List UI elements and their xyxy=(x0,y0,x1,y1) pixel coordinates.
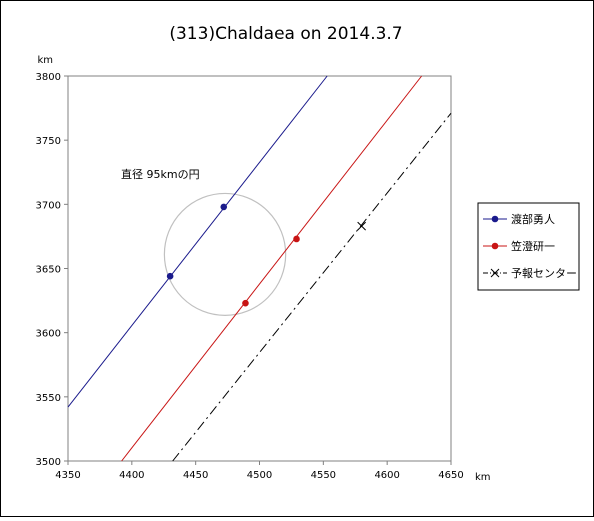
y-tick-label: 3600 xyxy=(36,329,61,340)
diameter-circle xyxy=(163,192,287,316)
series-line xyxy=(172,112,452,462)
y-tick-label: 3750 xyxy=(36,136,61,147)
y-tick-label: 3800 xyxy=(36,72,61,83)
x-tick-label: 4400 xyxy=(119,470,144,481)
x-tick-label: 4550 xyxy=(311,470,336,481)
data-point xyxy=(242,299,249,307)
x-tick-label: 4500 xyxy=(247,470,272,481)
x-tick-label: 4450 xyxy=(183,470,208,481)
chart-title: (313)Chaldaea on 2014.3.7 xyxy=(169,24,402,44)
y-tick-label: 3700 xyxy=(36,200,61,211)
legend-marker xyxy=(491,215,499,223)
data-point xyxy=(220,203,228,211)
x-tick-label: 4600 xyxy=(374,470,399,481)
axis-ticks: 4350 4400 4450 4500 4550 4600 4650 3500 3550 3600… xyxy=(36,72,464,481)
y-tick-label: 3500 xyxy=(36,457,61,468)
y-tick-label: 3650 xyxy=(36,265,61,276)
x-tick-label: 4650 xyxy=(438,470,463,481)
x-axis-unit: km xyxy=(475,472,491,483)
data-point xyxy=(166,272,174,280)
plot-marks xyxy=(67,75,452,462)
legend-label: 渡部勇人 xyxy=(511,212,555,226)
legend-marker xyxy=(491,242,499,250)
series-line xyxy=(67,75,328,408)
series-line xyxy=(121,75,423,462)
legend-label: 予報センター xyxy=(511,267,577,280)
data-point xyxy=(357,221,366,231)
x-tick-label: 4350 xyxy=(55,470,80,481)
circle-annotation: 直径 95kmの円 xyxy=(121,167,200,181)
legend-marker xyxy=(490,268,500,278)
data-point xyxy=(293,235,300,243)
plot-area xyxy=(67,75,452,462)
legend-label: 笠澄研一 xyxy=(511,239,555,253)
y-axis-unit: km xyxy=(37,55,53,66)
y-tick-label: 3550 xyxy=(36,393,61,404)
